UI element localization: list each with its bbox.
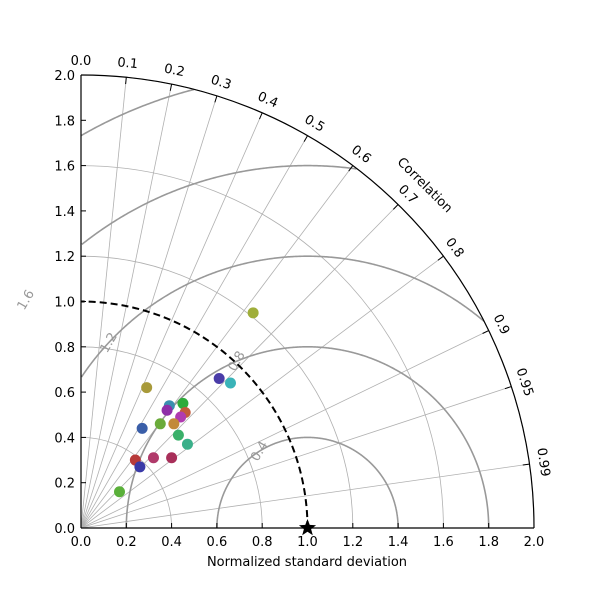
y-tick-label-0.4: 0.4 [54, 431, 75, 446]
data-point-14 [181, 438, 193, 450]
corr-tick-0.4 [259, 112, 263, 120]
corr-tick-0.8 [437, 255, 444, 261]
x-tick-label-1.2: 1.2 [342, 535, 363, 550]
rms-contour-2 [80, 88, 195, 137]
corr-tick-0.2 [169, 84, 173, 91]
std-arc-1.2 [80, 255, 354, 529]
std-arc-1.6 [80, 165, 444, 529]
y-tick-label-0.2: 0.2 [54, 477, 75, 492]
y-tick-label-0.6: 0.6 [54, 386, 75, 401]
corr-tick-0.1 [125, 77, 127, 85]
corr-tick-0.5 [303, 135, 308, 142]
correlation-gridline-0.99 [80, 463, 530, 529]
data-point-4 [141, 382, 153, 394]
rms-contours-layer [80, 88, 490, 528]
data-point-3 [224, 377, 236, 389]
y-tick-label-1.6: 1.6 [54, 160, 75, 175]
std-arc-0.8 [80, 346, 263, 529]
x-tick-label-0.4: 0.4 [161, 535, 182, 550]
rms-contour-1.6 [81, 164, 357, 246]
data-point-13 [172, 429, 184, 441]
data-point-2 [213, 373, 225, 385]
corr-tick-0.99 [522, 463, 530, 466]
x-tick-label-0.0: 0.0 [71, 535, 92, 550]
rms-label-0.4: 0.4 [248, 439, 271, 464]
corr-tick-label-0.3: 0.3 [209, 73, 233, 94]
corr-tick-0.9 [482, 330, 489, 334]
correlation-gridline-0.4 [80, 112, 263, 529]
data-point-7 [161, 404, 173, 416]
corr-tick-0.7 [392, 204, 399, 210]
rms-contour-1.2 [80, 255, 485, 378]
corr-tick-label-0.0: 0.0 [71, 54, 92, 69]
x-tick-label-1.4: 1.4 [388, 535, 409, 550]
data-point-16 [166, 452, 178, 464]
corr-tick-label-0.8: 0.8 [442, 235, 466, 261]
data-point-9 [175, 411, 187, 423]
reference-std-arc [80, 300, 309, 529]
x-tick-label-0.6: 0.6 [207, 535, 228, 550]
data-point-19 [114, 486, 126, 498]
rms-contour-0.4 [216, 436, 399, 528]
data-point-5 [177, 397, 189, 409]
x-tick-label-1.0: 1.0 [297, 535, 318, 550]
data-point-10 [154, 418, 166, 430]
rms-contour-0.8 [125, 346, 490, 528]
corr-tick-label-0.99: 0.99 [533, 447, 552, 478]
y-tick-label-0.8: 0.8 [54, 341, 75, 356]
data-point-15 [147, 452, 159, 464]
corr-tick-0.6 [348, 165, 354, 172]
corr-tick-label-0.95: 0.95 [513, 366, 536, 398]
rms-label-1.6: 1.6 [15, 287, 38, 312]
y-tick-label-1.2: 1.2 [54, 250, 75, 265]
corr-tick-label-0.4: 0.4 [255, 89, 280, 111]
x-tick-label-0.2: 0.2 [116, 535, 137, 550]
x-tick-label-1.8: 1.8 [478, 535, 499, 550]
data-points-layer [114, 307, 317, 536]
corr-tick-label-0.2: 0.2 [163, 61, 186, 80]
outer-correlation-arc [80, 74, 535, 529]
y-tick-label-1.0: 1.0 [54, 296, 75, 311]
y-tick-label-2.0: 2.0 [54, 69, 75, 84]
x-axis-title: Normalized standard deviation [207, 555, 407, 570]
x-tick-label-2.0: 2.0 [524, 535, 545, 550]
std-arc-0.4 [80, 437, 172, 529]
corr-tick-label-0.1: 0.1 [117, 55, 139, 72]
corr-tick-label-0.5: 0.5 [302, 112, 327, 135]
y-tick-label-1.8: 1.8 [54, 114, 75, 129]
corr-tick-0.95 [504, 386, 512, 390]
corr-tick-label-0.6: 0.6 [348, 143, 374, 167]
x-tick-label-0.8: 0.8 [252, 535, 273, 550]
data-point-1 [247, 307, 259, 319]
corr-tick-0.3 [214, 95, 218, 103]
data-point-12 [136, 422, 148, 434]
x-tick-label-1.6: 1.6 [433, 535, 454, 550]
y-tick-label-0.0: 0.0 [54, 522, 75, 537]
rms-label-0.8: 0.8 [225, 349, 248, 374]
reference-star-marker [298, 519, 317, 536]
data-point-18 [134, 461, 146, 473]
y-tick-label-1.4: 1.4 [54, 205, 75, 220]
corr-tick-label-0.9: 0.9 [490, 312, 513, 337]
data-point-11 [168, 418, 180, 430]
